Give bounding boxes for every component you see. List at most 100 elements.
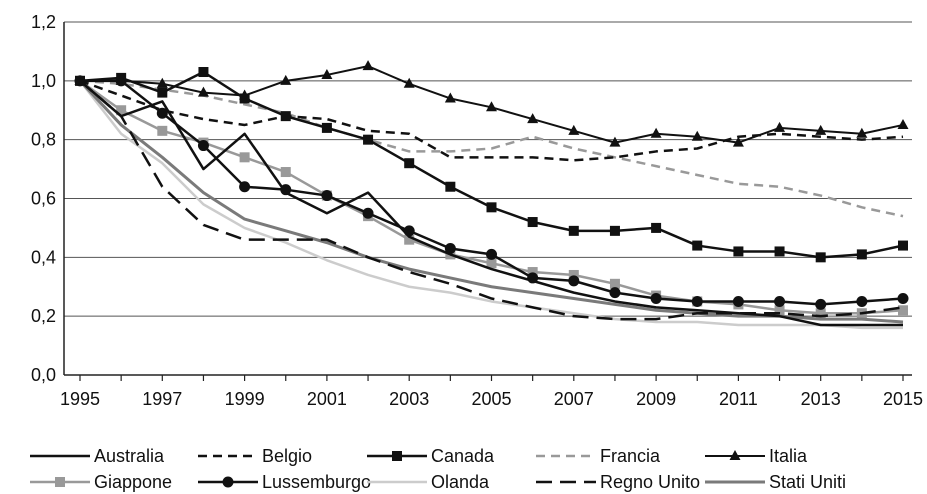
legend-label: Stati Uniti: [769, 472, 846, 492]
legend-item: Lussemburgo: [198, 472, 371, 492]
data-point-triangle: [856, 127, 868, 138]
data-point-circle: [527, 272, 539, 284]
data-point-square: [445, 181, 456, 192]
data-point-square: [321, 122, 332, 133]
data-point-circle: [239, 181, 251, 193]
data-point-square: [609, 278, 620, 289]
data-point-triangle: [115, 74, 127, 85]
data-point-square: [239, 152, 250, 163]
data-point-square: [815, 308, 826, 319]
gridlines: [64, 21, 912, 317]
x-tick-label: 2013: [801, 389, 841, 409]
legend-label: Giappone: [94, 472, 172, 492]
data-point-square: [568, 269, 579, 280]
legend-item: Stati Uniti: [705, 472, 846, 492]
x-tick-label: 2011: [719, 389, 758, 409]
legend-label: Canada: [431, 446, 495, 466]
series-regno-unito: [79, 79, 904, 321]
legend-item: Olanda: [367, 472, 490, 492]
data-point-square: [404, 158, 415, 169]
y-tick-label: 1,0: [31, 71, 56, 91]
series-line: [79, 79, 904, 315]
series-lussemburgo: [74, 75, 909, 310]
y-tick-label: 0,6: [31, 189, 56, 209]
data-point-circle: [691, 295, 703, 307]
series-belgio: [79, 79, 904, 162]
data-point-circle: [897, 293, 909, 305]
series-line: [79, 80, 903, 330]
legend-label: Lussemburgo: [262, 472, 371, 492]
data-point-square: [198, 67, 209, 78]
data-point-square: [733, 246, 744, 257]
legend-label: Francia: [600, 446, 661, 466]
series-stati-uniti: [78, 79, 904, 324]
data-point-circle: [568, 275, 580, 287]
data-point-square: [157, 125, 168, 136]
x-tick-label: 2015: [883, 389, 923, 409]
series-lines: [74, 60, 909, 330]
data-point-square: [774, 305, 785, 316]
data-point-square: [392, 451, 402, 461]
data-point-triangle: [527, 113, 539, 124]
legend-item: Francia: [536, 446, 661, 466]
data-point-circle: [362, 207, 374, 219]
series-line: [79, 79, 904, 321]
legend-item: Belgio: [198, 446, 312, 466]
legend-item: Canada: [367, 446, 495, 466]
data-point-circle: [321, 190, 333, 202]
data-point-circle: [609, 287, 621, 299]
data-point-square: [55, 477, 65, 487]
series-line: [79, 79, 903, 327]
legend-label: Italia: [769, 446, 808, 466]
data-point-circle: [856, 295, 868, 307]
data-point-triangle: [650, 127, 662, 138]
data-point-square: [898, 305, 908, 316]
data-point-square: [815, 252, 826, 263]
data-point-square: [486, 258, 497, 269]
data-point-triangle: [197, 86, 209, 97]
x-tick-label: 1999: [225, 389, 265, 409]
series-line: [79, 79, 904, 218]
x-tick-label: 2005: [471, 389, 511, 409]
data-point-triangle: [156, 77, 168, 88]
x-tick-label: 2003: [389, 389, 429, 409]
data-point-triangle: [815, 124, 827, 135]
data-point-circle: [156, 107, 168, 119]
data-point-square: [280, 111, 291, 122]
data-point-square: [692, 240, 703, 251]
data-point-triangle: [729, 450, 741, 460]
x-tick-label: 2009: [636, 389, 676, 409]
data-point-square: [527, 217, 538, 228]
series-line: [79, 79, 904, 162]
data-point-square: [157, 87, 168, 98]
y-tick-label: 0,8: [31, 130, 56, 150]
data-point-circle: [222, 476, 234, 488]
x-tick-label: 2001: [307, 389, 347, 409]
data-point-square: [774, 246, 785, 257]
data-point-square: [404, 234, 415, 245]
legend-label: Belgio: [262, 446, 312, 466]
legend-item: Giappone: [30, 472, 172, 492]
data-point-square: [116, 105, 127, 116]
y-tick-label: 1,2: [31, 12, 56, 32]
data-point-square: [568, 225, 579, 236]
data-point-triangle: [280, 74, 292, 85]
data-point-triangle: [486, 101, 497, 112]
data-point-square: [609, 225, 620, 236]
data-point-square: [651, 222, 662, 233]
data-point-circle: [774, 295, 786, 307]
data-point-circle: [815, 298, 827, 310]
y-tick-label: 0,2: [31, 306, 56, 326]
data-point-triangle: [609, 136, 621, 147]
series-line: [78, 79, 904, 324]
series-australia: [79, 79, 903, 327]
legend-item: Italia: [705, 446, 808, 466]
data-point-circle: [280, 184, 292, 196]
legend-label: Olanda: [431, 472, 490, 492]
legend-label: Australia: [94, 446, 165, 466]
series-italia: [74, 60, 909, 147]
series-line: [79, 70, 904, 259]
data-point-triangle: [74, 74, 86, 85]
data-point-triangle: [568, 124, 580, 135]
